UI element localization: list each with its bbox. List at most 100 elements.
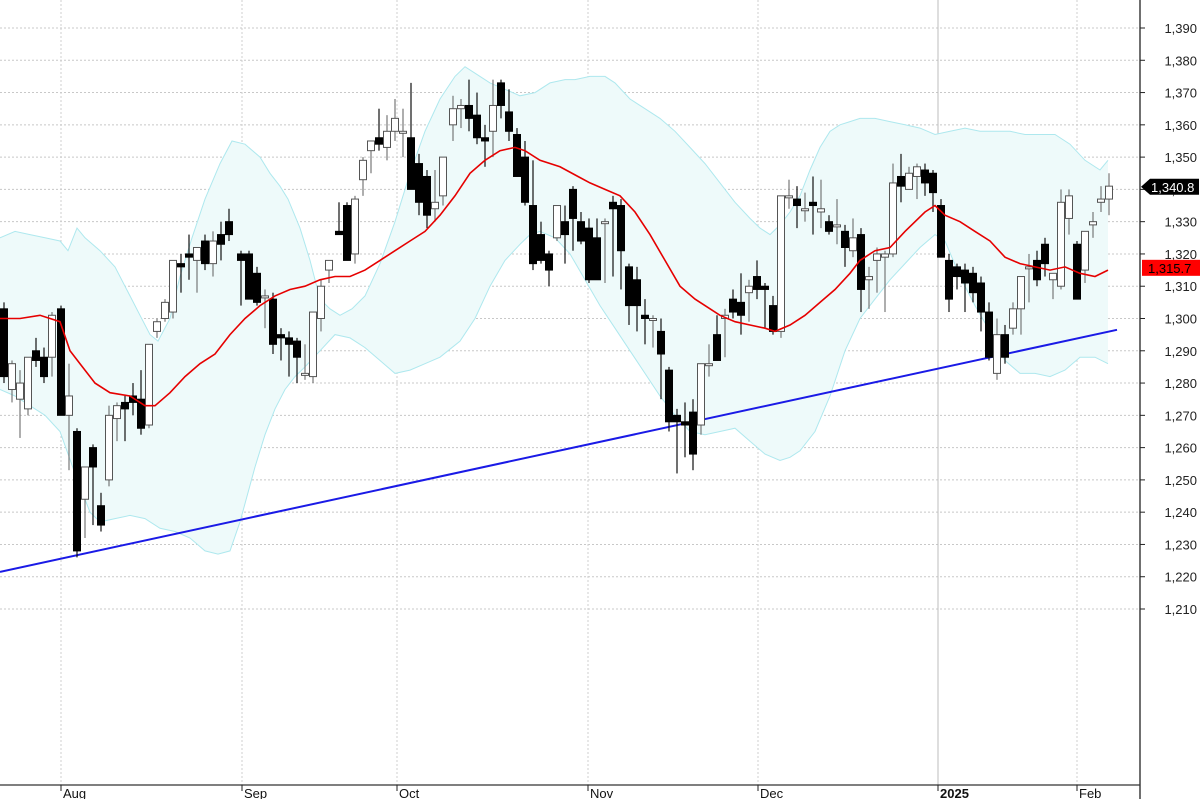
candle (201, 234, 209, 271)
candle (905, 166, 913, 190)
x-axis-labels: Aug Sep Oct Nov Dec 2025 Feb (60, 785, 1101, 799)
y-tick-label: 1,330 (1164, 215, 1197, 230)
y-tick-label: 1,370 (1164, 86, 1197, 101)
candle (1097, 186, 1105, 212)
candle (81, 466, 89, 538)
y-tick-label: 1,280 (1164, 376, 1197, 391)
candle (817, 179, 825, 229)
candle (873, 247, 881, 293)
candle (415, 153, 423, 216)
candle (737, 273, 745, 335)
y-tick-label: 1,240 (1164, 505, 1197, 520)
candle (473, 92, 481, 145)
candle (1065, 189, 1073, 235)
x-tick-label: 2025 (940, 786, 969, 799)
candle (1105, 173, 1113, 216)
candle (301, 344, 309, 380)
candle (969, 266, 977, 303)
candle (375, 108, 383, 151)
candle (269, 292, 277, 355)
candle (801, 192, 809, 222)
x-tick-label: Feb (1079, 786, 1101, 799)
candle (921, 163, 929, 196)
candle (617, 199, 625, 290)
candle (897, 153, 905, 203)
candle (929, 170, 937, 212)
candle (825, 215, 833, 235)
candle (497, 79, 505, 119)
candle (293, 337, 301, 384)
price-candles (0, 79, 1113, 558)
candle (113, 402, 121, 442)
candle (753, 260, 761, 300)
candle (169, 259, 177, 319)
candle (673, 408, 681, 474)
candle (285, 331, 293, 377)
candle (1049, 272, 1057, 300)
candle (849, 218, 857, 258)
candle (785, 179, 793, 209)
candle (8, 360, 16, 403)
candle (569, 186, 577, 251)
candle (153, 318, 161, 338)
candle (913, 163, 921, 200)
candle (1057, 189, 1065, 290)
candle (993, 318, 1001, 380)
candle (521, 140, 529, 206)
candle (977, 276, 985, 332)
candle (449, 95, 457, 141)
candle (857, 228, 865, 313)
candle (0, 302, 8, 384)
candle (489, 79, 497, 158)
last-price-tag: 1,340.8 (1141, 178, 1199, 195)
x-tick-label: Nov (590, 786, 614, 799)
y-tick-label: 1,270 (1164, 408, 1197, 423)
y-tick-label: 1,230 (1164, 537, 1197, 552)
moving-average-line (0, 146, 1109, 407)
candle (1009, 302, 1017, 335)
candle (73, 428, 81, 558)
y-tick-label: 1,380 (1164, 53, 1197, 68)
candle (24, 356, 32, 416)
band-lower-line (0, 230, 1109, 555)
ma-line (0, 146, 1109, 407)
candle (185, 234, 193, 280)
candle (225, 208, 233, 242)
candle (40, 347, 48, 384)
candle (121, 395, 129, 442)
candle (335, 202, 343, 236)
candle (367, 140, 375, 174)
candle (317, 279, 325, 332)
y-tick-label: 1,290 (1164, 344, 1197, 359)
candle (97, 492, 105, 532)
candle (1001, 324, 1009, 364)
candle (537, 221, 545, 264)
candle (841, 224, 849, 267)
candle (657, 318, 665, 400)
candle (961, 263, 969, 313)
candle (593, 218, 601, 281)
candle (217, 221, 225, 261)
candle (245, 250, 253, 300)
candle (945, 253, 953, 313)
candle (809, 176, 817, 235)
candle (545, 250, 553, 287)
candle (625, 263, 633, 325)
candle (145, 343, 153, 429)
candle (865, 266, 873, 309)
candle (161, 299, 169, 322)
candle (32, 337, 40, 367)
candle (585, 218, 593, 283)
candle (793, 186, 801, 229)
y-tick-label: 1,320 (1164, 247, 1197, 262)
candle (681, 402, 689, 458)
candle (761, 282, 769, 329)
candle (889, 163, 897, 258)
y-tick-label: 1,210 (1164, 602, 1197, 617)
candle (1017, 276, 1025, 335)
candle (985, 302, 993, 361)
candle (383, 115, 391, 161)
candle (713, 315, 721, 361)
candle (577, 211, 585, 245)
